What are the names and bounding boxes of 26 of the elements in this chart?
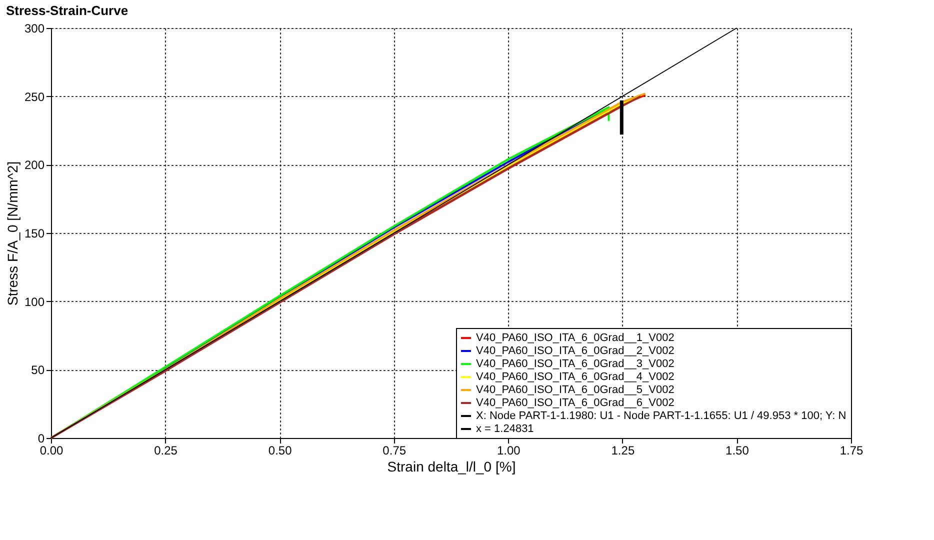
- legend-label: V40_PA60_ISO_ITA_6_0Grad__4_V002: [476, 371, 674, 383]
- legend-label: X: Node PART-1-1.1980: U1 - Node PART-1-1.1655: U1 / 49.953 * 100; Y: N: [476, 410, 846, 422]
- legend-label: x = 1.24831: [476, 423, 534, 435]
- y-axis-title: Stress F/A_0 [N/mm^2]: [4, 161, 20, 306]
- y-tick-label: 0: [38, 432, 45, 446]
- x-tick-label: 0.00: [40, 444, 64, 458]
- x-tick-label: 0.25: [154, 444, 178, 458]
- x-tick-label: 1.25: [611, 444, 635, 458]
- y-tick-label: 300: [24, 22, 45, 36]
- y-tick-label: 200: [24, 158, 45, 172]
- x-tick-label: 0.50: [268, 444, 292, 458]
- chart-title: Stress-Strain-Curve: [6, 3, 128, 18]
- x-tick-label: 1.00: [496, 444, 521, 458]
- legend-label: V40_PA60_ISO_ITA_6_0Grad__2_V002: [476, 345, 674, 357]
- y-tick-label: 150: [24, 226, 45, 240]
- x-tick-label: 1.50: [726, 444, 750, 458]
- x-tick-label: 0.75: [382, 444, 406, 458]
- y-tick-label: 50: [31, 363, 45, 378]
- legend-label: V40_PA60_ISO_ITA_6_0Grad__6_V002: [476, 397, 674, 409]
- y-tick-label: 100: [24, 294, 45, 309]
- y-tick-label: 250: [24, 90, 45, 104]
- x-axis-title: Strain delta_l/l_0 [%]: [387, 458, 516, 474]
- legend-label: V40_PA60_ISO_ITA_6_0Grad__3_V002: [476, 358, 674, 370]
- legend-label: V40_PA60_ISO_ITA_6_0Grad__5_V002: [476, 384, 674, 396]
- x-tick-label: 1.75: [840, 444, 864, 458]
- legend-label: V40_PA60_ISO_ITA_6_0Grad__1_V002: [476, 332, 674, 344]
